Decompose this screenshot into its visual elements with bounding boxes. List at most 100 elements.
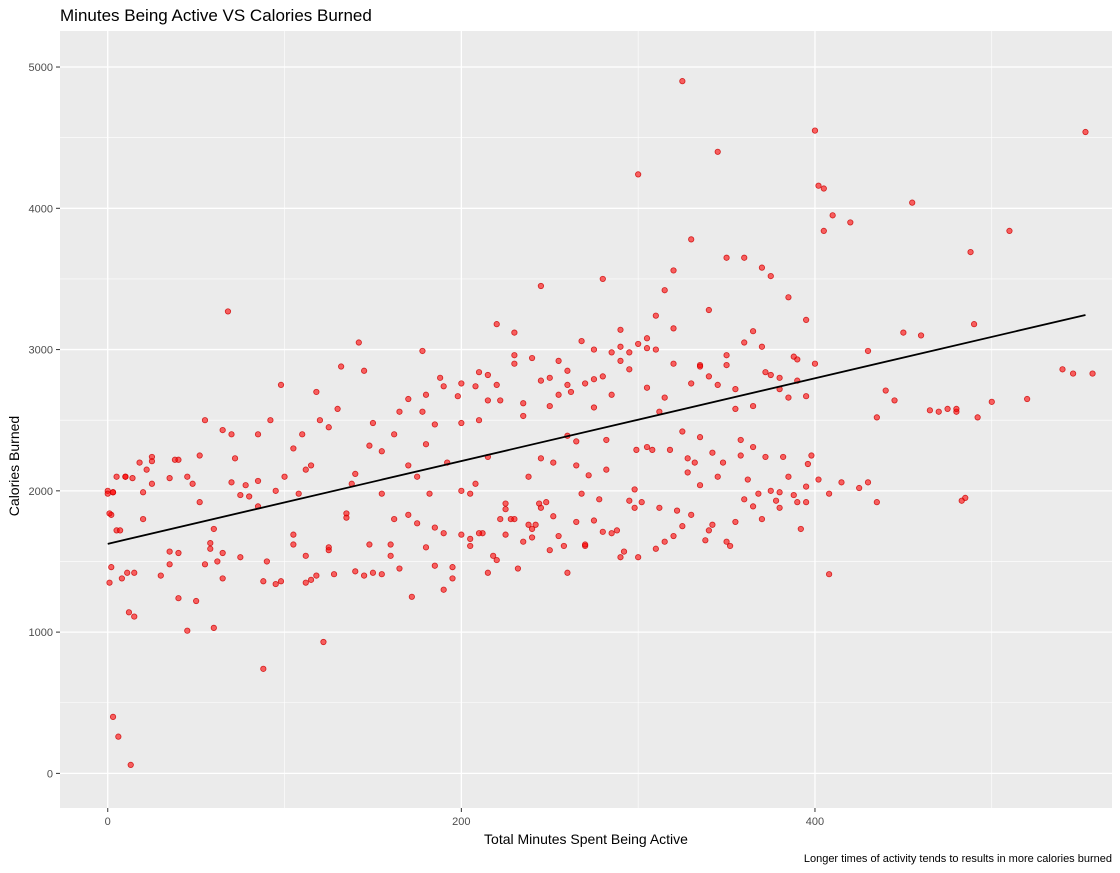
data-point [378,490,385,497]
data-point [785,294,792,301]
data-point [684,469,691,476]
data-point [714,473,721,480]
data-point [564,367,571,374]
data-point [242,482,249,489]
data-point [599,373,606,380]
data-point [122,473,129,480]
data-point [414,473,421,480]
data-point [820,227,827,235]
data-point [590,346,598,353]
data-point [334,405,341,413]
data-point [776,489,783,496]
data-point [437,374,444,381]
data-point [320,638,327,646]
data-point [815,182,822,189]
data-point [426,490,433,497]
data-point [803,393,810,400]
data-point [749,328,757,335]
data-point [543,499,550,506]
data-point [405,462,412,469]
data-point [139,515,147,523]
data-point [811,127,819,134]
data-point [820,185,827,192]
data-point [302,579,309,586]
data-point [260,578,267,585]
data-point [475,369,483,376]
data-point [596,496,603,503]
data-point [762,369,769,376]
data-point [643,443,651,451]
data-point [361,572,368,579]
data-point [472,383,479,390]
data-point [493,556,500,564]
data-point [546,402,553,410]
data-point [484,569,491,576]
data-point [714,148,721,155]
data-point [599,275,606,283]
data-point [139,489,147,496]
data-point [719,459,727,466]
data-point [808,452,815,459]
data-point [166,561,173,568]
data-point [555,391,562,398]
data-point [391,431,398,438]
data-point [313,388,320,396]
data-point [369,419,377,427]
data-point [502,500,509,507]
data-point [419,408,426,415]
data-point [567,388,575,396]
data-point [330,571,338,578]
data-point [661,538,668,545]
data-point [856,484,863,492]
data-point [767,371,774,379]
data-point [254,477,262,485]
x-tick-label: 0 [105,816,111,828]
data-point [325,547,332,554]
y-tick-label: 3000 [29,345,53,357]
data-point [643,335,651,342]
data-point [490,552,497,559]
data-point [108,564,115,571]
data-point [705,373,712,380]
data-point [656,504,663,511]
data-point [106,510,113,517]
data-point [422,544,430,551]
data-point [525,521,532,528]
data-point [873,414,880,421]
data-point [804,460,811,468]
data-point [909,199,916,206]
data-point [131,569,138,576]
data-point [900,329,907,336]
data-point [649,446,656,453]
data-point [117,527,124,534]
data-point [219,575,226,582]
data-point [790,491,797,499]
data-point [405,395,412,403]
data-point [758,343,766,350]
data-point [590,376,598,383]
data-point [458,531,465,538]
data-point [422,441,430,448]
data-point [847,219,854,226]
data-point [670,360,677,367]
data-point [864,479,872,486]
data-point [705,527,712,534]
data-point [714,381,721,388]
data-point [970,321,978,328]
data-point [366,541,373,548]
data-point [582,541,589,548]
data-point [189,480,196,487]
data-point [237,491,244,499]
data-point [352,568,359,575]
data-point [113,473,120,480]
data-point [440,586,447,593]
data-point [129,475,136,482]
data-point [555,532,562,540]
data-point [688,380,695,387]
data-point [502,506,509,513]
data-point [484,397,491,404]
data-point [794,499,801,506]
data-point [316,417,324,424]
data-point [643,384,651,391]
